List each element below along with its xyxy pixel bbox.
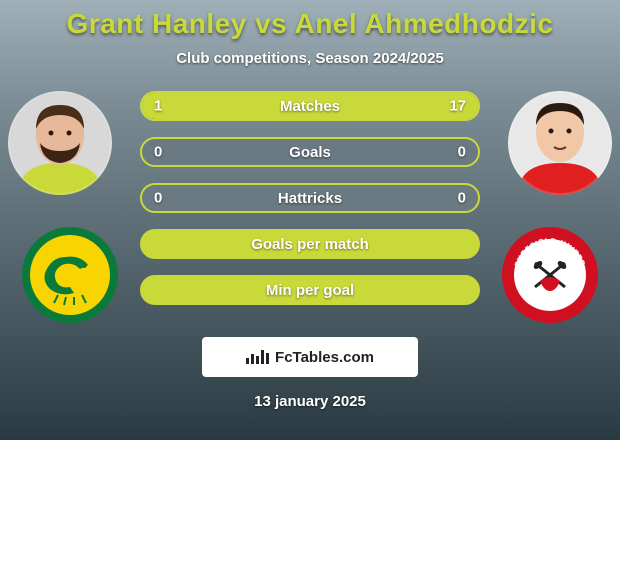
subtitle: Club competitions, Season 2024/2025 bbox=[0, 50, 620, 67]
stat-value-right: 17 bbox=[449, 98, 466, 115]
player-left-avatar bbox=[8, 91, 112, 195]
club-right-badge: SHEFFIELD UNITED 1889 bbox=[500, 225, 600, 325]
stat-label: Matches bbox=[280, 98, 340, 115]
brand-text: FcTables.com bbox=[275, 349, 374, 366]
chart-icon bbox=[246, 350, 269, 364]
stat-pill: 1 Matches 17 bbox=[140, 91, 480, 121]
stat-label: Goals per match bbox=[251, 236, 369, 253]
stat-label: Goals bbox=[289, 144, 331, 161]
club-left-badge bbox=[20, 225, 120, 325]
date-line: 13 january 2025 bbox=[0, 393, 620, 410]
stat-value-left: 1 bbox=[154, 98, 162, 115]
page-title: Grant Hanley vs Anel Ahmedhodzic bbox=[0, 8, 620, 40]
stats-column: 1 Matches 17 0 Goals 0 0 Hattricks 0 Goals per ma… bbox=[140, 91, 480, 321]
stat-value-right: 0 bbox=[458, 190, 466, 207]
body-row: SHEFFIELD UNITED 1889 1Matches170Goals00… bbox=[0, 91, 620, 331]
stat-pill: Min per goal bbox=[140, 275, 480, 305]
stat-pill: Goals per match bbox=[140, 229, 480, 259]
brand-box: FcTables.com bbox=[202, 337, 418, 377]
stat-label: Min per goal bbox=[266, 282, 354, 299]
stat-value-right: 0 bbox=[458, 144, 466, 161]
svg-text:1889: 1889 bbox=[541, 298, 559, 307]
stat-pill: 0 Hattricks 0 bbox=[140, 183, 480, 213]
stat-value-left: 0 bbox=[154, 144, 162, 161]
stat-value-left: 0 bbox=[154, 190, 162, 207]
player-right-avatar bbox=[508, 91, 612, 195]
stat-pill: 0 Goals 0 bbox=[140, 137, 480, 167]
stat-label: Hattricks bbox=[278, 190, 342, 207]
comparison-card: Grant Hanley vs Anel Ahmedhodzic Club co… bbox=[0, 0, 620, 440]
